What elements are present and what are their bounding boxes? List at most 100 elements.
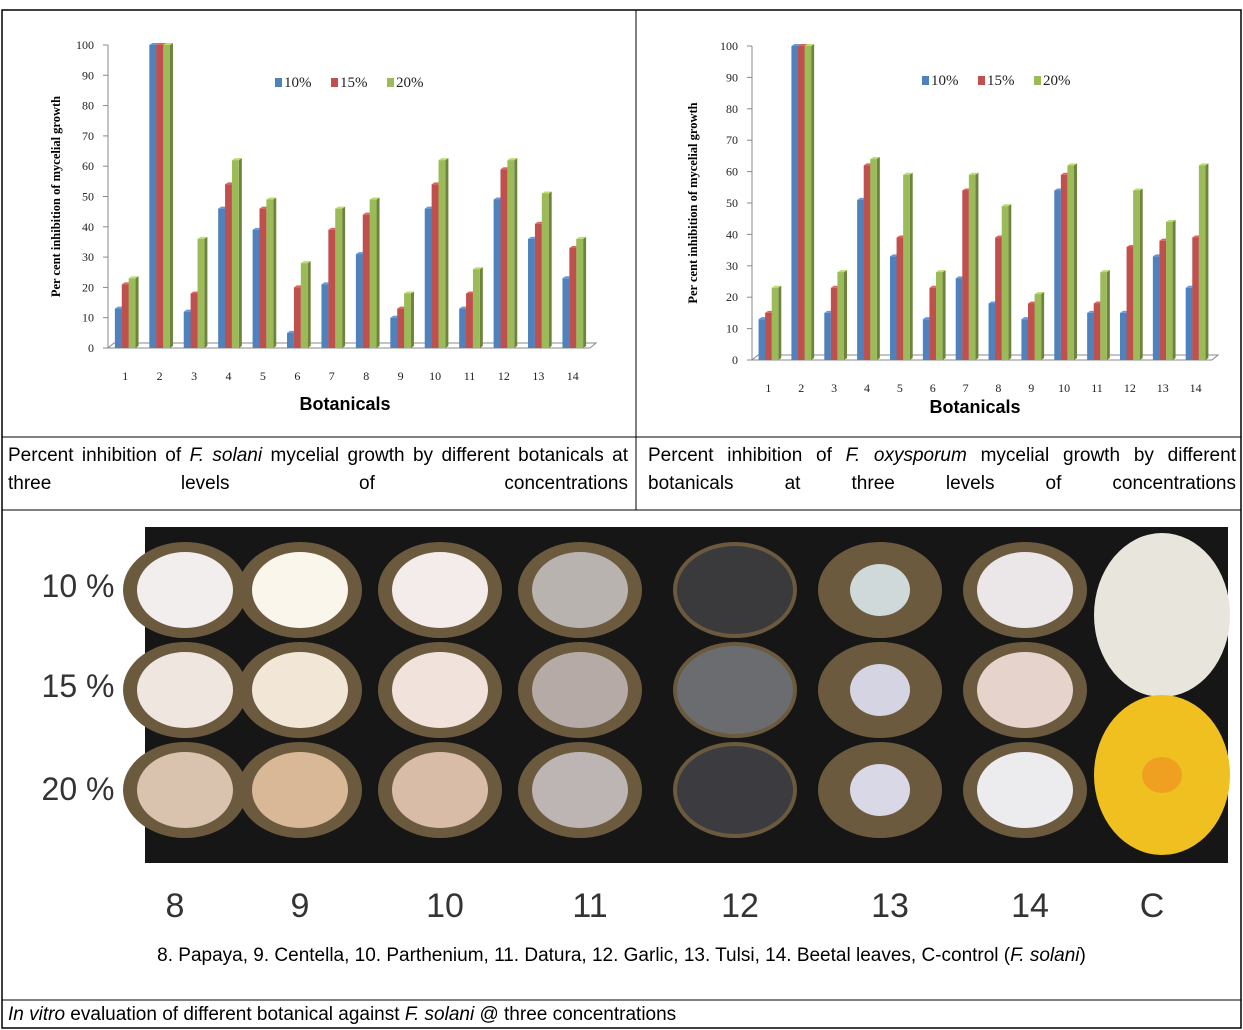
bar bbox=[962, 190, 969, 360]
bar bbox=[363, 215, 370, 348]
bar bbox=[1021, 319, 1028, 360]
bar bbox=[1100, 272, 1107, 360]
bar bbox=[494, 200, 501, 348]
caption: Percent inhibition of F. solani mycelial… bbox=[8, 442, 628, 498]
x-tick-label: 9 bbox=[1028, 381, 1034, 395]
bar bbox=[115, 309, 122, 348]
bar bbox=[824, 313, 831, 360]
mycelium bbox=[532, 552, 628, 628]
x-tick-label: 13 bbox=[532, 369, 544, 383]
bar bbox=[321, 284, 328, 348]
row-label: 20 % bbox=[42, 771, 115, 807]
y-tick-label: 40 bbox=[82, 220, 94, 234]
x-tick-label: 9 bbox=[398, 369, 404, 383]
x-tick-label: 8 bbox=[995, 381, 1001, 395]
petri-dish bbox=[1094, 533, 1230, 697]
x-axis-label: Botanicals bbox=[929, 397, 1020, 417]
bar bbox=[1192, 238, 1199, 360]
photo-legend: 8. Papaya, 9. Centella, 10. Parthenium, … bbox=[0, 942, 1243, 970]
bar-side bbox=[943, 270, 946, 360]
row-label: 15 % bbox=[42, 668, 115, 704]
mycelium bbox=[977, 552, 1073, 628]
floor bbox=[108, 343, 596, 348]
y-tick-label: 30 bbox=[726, 259, 738, 273]
legend-label: 10% bbox=[284, 75, 312, 91]
bar bbox=[218, 209, 225, 348]
mycelium bbox=[850, 764, 910, 816]
bar bbox=[232, 160, 239, 348]
bar-side bbox=[975, 173, 978, 360]
legend-text: 8. Papaya, 9. Centella, 10. Parthenium, … bbox=[157, 945, 1010, 966]
bar bbox=[1002, 206, 1009, 360]
bar bbox=[466, 293, 473, 348]
x-tick-label: 1 bbox=[122, 369, 128, 383]
bar bbox=[500, 169, 507, 348]
bar-side bbox=[877, 157, 880, 360]
bar bbox=[576, 239, 583, 348]
bar bbox=[1159, 241, 1166, 360]
legend-text: ) bbox=[1080, 945, 1086, 966]
bar bbox=[831, 288, 838, 360]
footer: In vitro evaluation of different botanic… bbox=[8, 1001, 676, 1029]
x-tick-label: 2 bbox=[798, 381, 804, 395]
bar bbox=[542, 193, 549, 348]
x-tick-label: 5 bbox=[897, 381, 903, 395]
bar-side bbox=[377, 198, 380, 348]
legend-swatch bbox=[275, 78, 282, 87]
bar bbox=[266, 200, 273, 348]
caption-italic: F. solani bbox=[190, 445, 263, 466]
chart: 0102030405060708090100123456789101112131… bbox=[686, 39, 1218, 417]
bar bbox=[356, 254, 363, 348]
x-tick-label: 1 bbox=[765, 381, 771, 395]
bar bbox=[507, 160, 514, 348]
y-tick-label: 0 bbox=[88, 341, 94, 355]
bar bbox=[294, 287, 301, 348]
bar-side bbox=[778, 286, 781, 360]
bar bbox=[287, 333, 294, 348]
bar-side bbox=[308, 261, 311, 348]
bar-side bbox=[549, 191, 552, 348]
bar-side bbox=[170, 43, 173, 348]
y-tick-label: 50 bbox=[82, 190, 94, 204]
page: 0102030405060708090100123456789101112131… bbox=[0, 0, 1243, 1030]
y-tick-label: 80 bbox=[726, 102, 738, 116]
y-tick-label: 60 bbox=[726, 165, 738, 179]
bar-side bbox=[514, 158, 517, 348]
bar bbox=[1166, 222, 1173, 360]
bar bbox=[129, 278, 136, 348]
mycelium bbox=[392, 552, 488, 628]
x-tick-label: 8 bbox=[363, 369, 369, 383]
x-tick-label: 14 bbox=[1190, 381, 1202, 395]
y-tick-label: 90 bbox=[82, 68, 94, 82]
x-tick-label: 5 bbox=[260, 369, 266, 383]
column-label: 13 bbox=[871, 887, 909, 925]
bar-side bbox=[1107, 270, 1110, 360]
bar bbox=[936, 272, 943, 360]
bar-side bbox=[411, 291, 414, 348]
bar bbox=[122, 284, 129, 348]
legend-swatch bbox=[1034, 76, 1041, 85]
x-tick-label: 7 bbox=[329, 369, 335, 383]
bar bbox=[473, 269, 480, 348]
bar bbox=[1087, 313, 1094, 360]
petri-center bbox=[1142, 757, 1182, 793]
bar bbox=[432, 184, 439, 348]
bar bbox=[198, 239, 205, 348]
bar-side bbox=[136, 276, 139, 348]
bar-side bbox=[1140, 188, 1143, 360]
bar-side bbox=[204, 237, 207, 348]
column-label: 12 bbox=[721, 887, 759, 925]
x-tick-label: 10 bbox=[429, 369, 441, 383]
mycelium bbox=[252, 752, 348, 828]
bar bbox=[870, 159, 877, 360]
legend-label: 15% bbox=[987, 73, 1015, 89]
row-label: 10 % bbox=[42, 568, 115, 604]
y-tick-label: 100 bbox=[76, 38, 94, 52]
bar bbox=[857, 200, 864, 360]
bar bbox=[184, 312, 191, 348]
mycelium bbox=[850, 564, 910, 616]
legend-label: 15% bbox=[340, 75, 368, 91]
x-tick-label: 6 bbox=[294, 369, 300, 383]
column-label: 10 bbox=[426, 887, 464, 925]
bar-side bbox=[342, 207, 345, 348]
